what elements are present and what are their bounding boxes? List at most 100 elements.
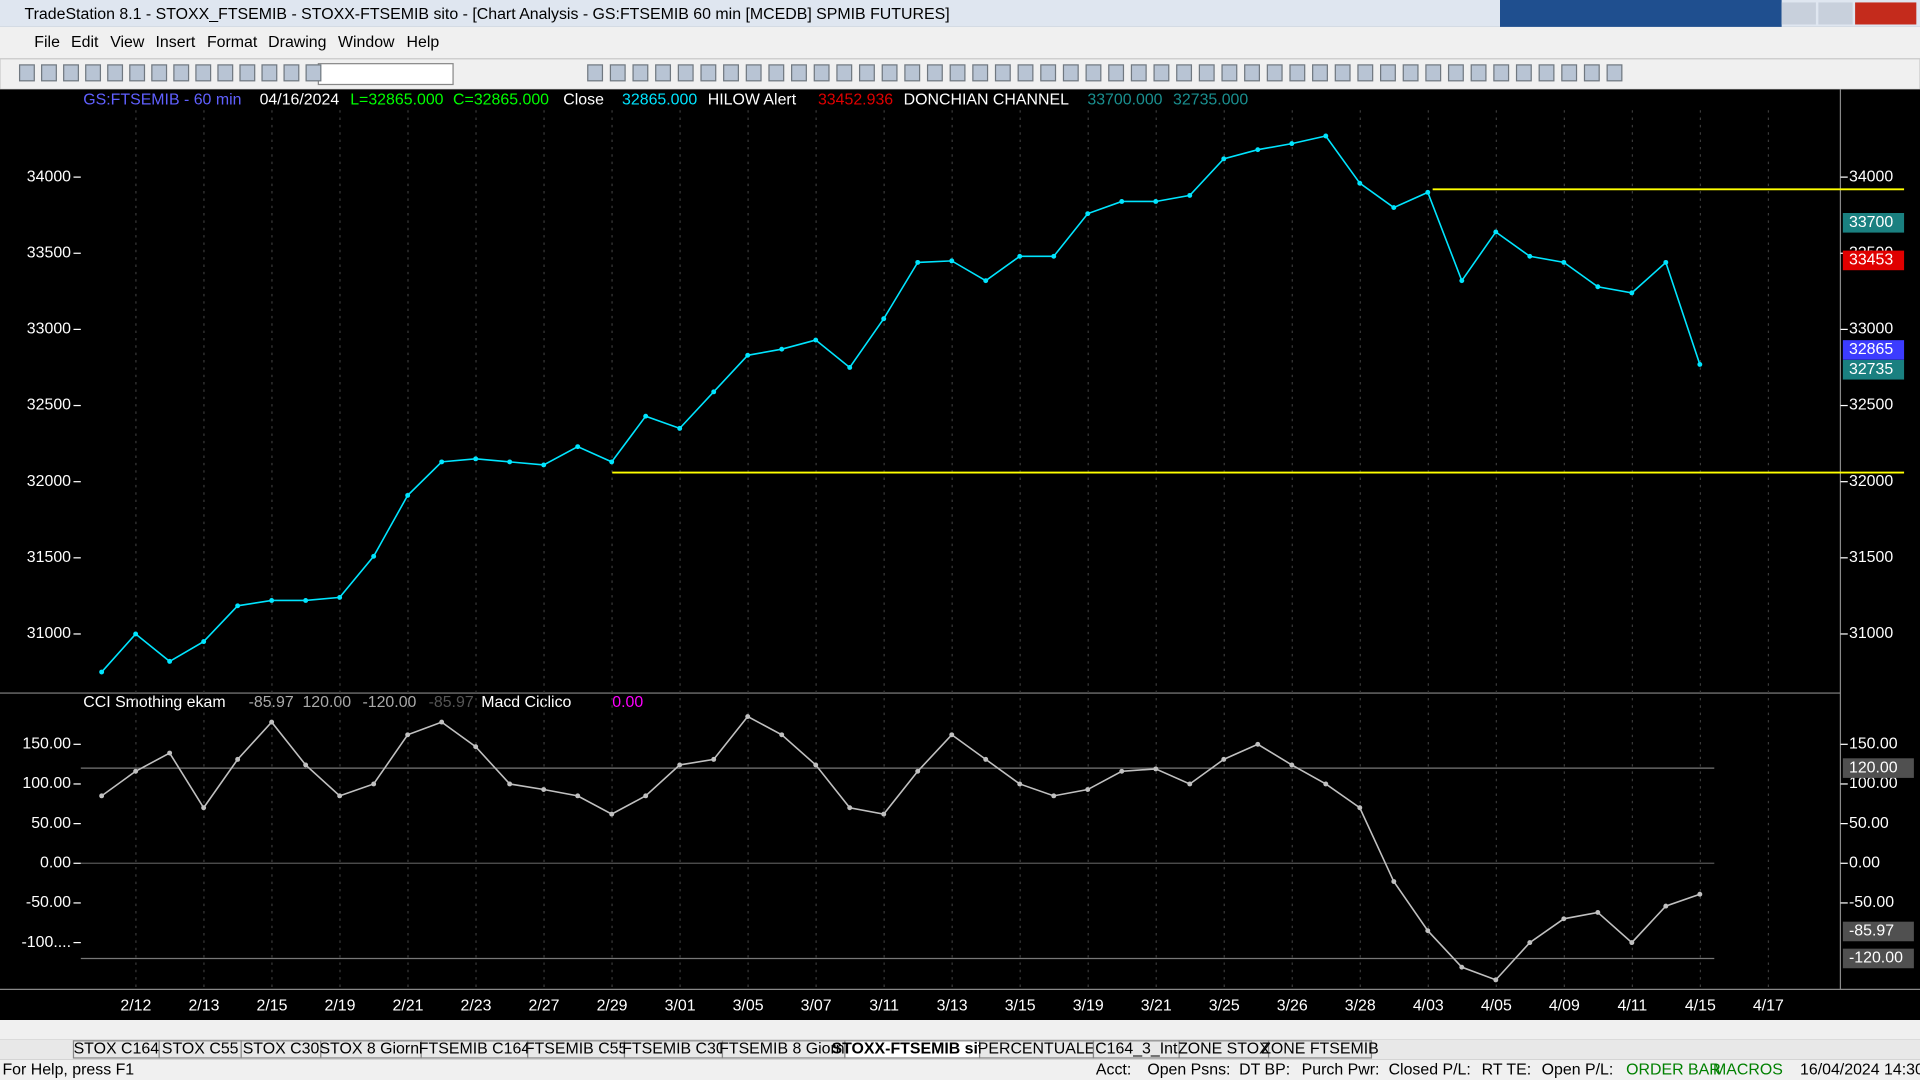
- toolbar-button[interactable]: [700, 64, 717, 82]
- tab-label[interactable]: FTSEMIB C30: [622, 1041, 725, 1058]
- toolbar-button[interactable]: [1515, 64, 1532, 82]
- tab-label[interactable]: STOX C164: [74, 1041, 160, 1058]
- cci-line-point: [269, 719, 275, 725]
- toolbar-button[interactable]: [1447, 64, 1464, 82]
- cci-line-point: [201, 805, 207, 811]
- toolbar-button[interactable]: [632, 64, 649, 82]
- toolbar-button[interactable]: [1085, 64, 1102, 82]
- toolbar-button[interactable]: [195, 64, 212, 82]
- toolbar-button[interactable]: [904, 64, 921, 82]
- maximize-button[interactable]: [1818, 2, 1853, 25]
- toolbar-button[interactable]: [994, 64, 1011, 82]
- tab-label[interactable]: STOXX-FTSEMIB sito: [832, 1041, 994, 1058]
- toolbar-button[interactable]: [1244, 64, 1260, 82]
- toolbar-button[interactable]: [677, 64, 694, 82]
- toolbar-button[interactable]: [261, 64, 278, 82]
- indicator-tick-label: 50.00: [31, 815, 71, 832]
- toolbar-button[interactable]: [1108, 64, 1125, 82]
- price-tick-label: 32500: [1849, 397, 1893, 414]
- toolbar-button[interactable]: [1062, 64, 1079, 82]
- toolbar-button[interactable]: [836, 64, 853, 82]
- toolbar-button[interactable]: [1040, 64, 1057, 82]
- menu-item[interactable]: File: [34, 34, 60, 51]
- toolbar-button[interactable]: [1538, 64, 1555, 82]
- toolbar-button[interactable]: [813, 64, 830, 82]
- toolbar-button[interactable]: [655, 64, 672, 82]
- price-line-point: [303, 598, 309, 603]
- tab-label[interactable]: FTSEMIB C55: [525, 1041, 628, 1058]
- toolbar-button[interactable]: [972, 64, 989, 82]
- cci-line-point: [371, 781, 377, 787]
- toolbar-button[interactable]: [723, 64, 739, 82]
- menu-item[interactable]: Drawing: [268, 34, 326, 51]
- tab-label[interactable]: FTSEMIB C164: [419, 1041, 531, 1058]
- toolbar-button[interactable]: [18, 64, 35, 82]
- menu-item[interactable]: View: [110, 34, 145, 51]
- tab-label[interactable]: STOX C30: [243, 1041, 320, 1058]
- toolbar-button[interactable]: [881, 64, 898, 82]
- toolbar-button[interactable]: [41, 64, 57, 82]
- toolbar-button[interactable]: [107, 64, 124, 82]
- menu-item[interactable]: Help: [407, 34, 440, 51]
- toolbar-button[interactable]: [283, 64, 300, 82]
- toolbar-button[interactable]: [1583, 64, 1600, 82]
- date-label: 3/07: [801, 998, 832, 1015]
- tab-label[interactable]: STOX C55: [162, 1041, 239, 1058]
- toolbar-button[interactable]: [1357, 64, 1374, 82]
- toolbar-button[interactable]: [1561, 64, 1578, 82]
- toolbar-button[interactable]: [217, 64, 234, 82]
- toolbar-button[interactable]: [1176, 64, 1193, 82]
- toolbar-button[interactable]: [1493, 64, 1510, 82]
- toolbar-button[interactable]: [1017, 64, 1034, 82]
- toolbar-button[interactable]: [587, 64, 604, 82]
- cci-line-point: [1459, 964, 1465, 970]
- toolbar-button[interactable]: [63, 64, 79, 82]
- menu-item[interactable]: Format: [207, 34, 258, 51]
- tab[interactable]: [1267, 1040, 1373, 1059]
- toolbar-button[interactable]: [1606, 64, 1623, 82]
- toolbar-button[interactable]: [1130, 64, 1147, 82]
- toolbar-button[interactable]: [1266, 64, 1283, 82]
- menu-item[interactable]: Window: [338, 34, 395, 51]
- toolbar-button[interactable]: [239, 64, 256, 82]
- toolbar-button[interactable]: [1153, 64, 1170, 82]
- toolbar-button[interactable]: [1312, 64, 1328, 82]
- toolbar-button[interactable]: [791, 64, 807, 82]
- toolbar-button[interactable]: [768, 64, 785, 82]
- menu-item[interactable]: Edit: [71, 34, 99, 51]
- tab-label[interactable]: ZONE FTSEMIB: [1261, 1041, 1379, 1058]
- toolbar-button[interactable]: [1380, 64, 1396, 82]
- toolbar-button[interactable]: [305, 64, 322, 82]
- tab-label[interactable]: PERCENTUALE: [978, 1041, 1096, 1058]
- toolbar-button[interactable]: [745, 64, 762, 82]
- cci-line-point: [439, 719, 445, 725]
- toolbar-button[interactable]: [1402, 64, 1419, 82]
- toolbar-button[interactable]: [151, 64, 168, 82]
- toolbar-button[interactable]: [609, 64, 626, 82]
- toolbar-button[interactable]: [1221, 64, 1238, 82]
- status-field: DT BP:: [1239, 1061, 1290, 1078]
- tab-label[interactable]: FTSEMIB 8 Giorni: [719, 1041, 848, 1058]
- toolbar-button[interactable]: [1470, 64, 1487, 82]
- toolbar-combo[interactable]: [317, 63, 454, 86]
- tab-label[interactable]: STOX 8 Giorni: [319, 1041, 422, 1058]
- price-line-point: [269, 598, 275, 603]
- toolbar-button[interactable]: [129, 64, 146, 82]
- price-tick-label: 31500: [27, 549, 71, 566]
- toolbar-button[interactable]: [173, 64, 190, 82]
- minimize-button[interactable]: [1781, 2, 1816, 25]
- tab-label[interactable]: ZONE STOX: [1178, 1041, 1270, 1058]
- toolbar-button[interactable]: [1425, 64, 1442, 82]
- scrollbar[interactable]: [0, 1020, 1920, 1040]
- tab-label[interactable]: C164_3_Int: [1095, 1041, 1178, 1058]
- toolbar-button[interactable]: [1289, 64, 1306, 82]
- menu-item[interactable]: Insert: [156, 34, 196, 51]
- toolbar-button[interactable]: [949, 64, 966, 82]
- toolbar-button[interactable]: [85, 64, 102, 82]
- toolbar-button[interactable]: [1334, 64, 1351, 82]
- close-button[interactable]: [1855, 2, 1917, 25]
- toolbar-button[interactable]: [1198, 64, 1215, 82]
- cci-line-point: [303, 762, 309, 768]
- toolbar-button[interactable]: [858, 64, 875, 82]
- toolbar-button[interactable]: [926, 64, 943, 82]
